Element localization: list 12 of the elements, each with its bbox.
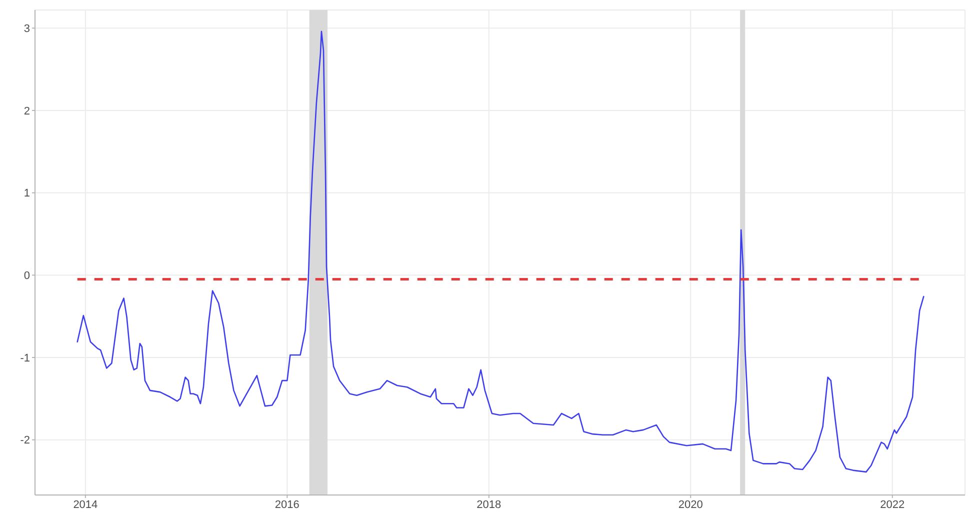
y-tick-label: 3 — [24, 23, 30, 36]
y-tick-label: -1 — [20, 352, 30, 364]
y-tick-label: 2 — [24, 105, 30, 118]
x-tick-label: 2018 — [476, 498, 502, 511]
line-series — [76, 30, 924, 473]
y-tick-label: 0 — [24, 270, 30, 282]
x-tick-label: 2020 — [678, 498, 703, 511]
x-tick-label: 2014 — [73, 498, 98, 511]
x-tick-label: 2016 — [274, 498, 300, 511]
y-tick-label: 1 — [24, 188, 30, 200]
y-tick-label: -2 — [20, 434, 30, 447]
x-tick-label: 2022 — [880, 498, 905, 511]
